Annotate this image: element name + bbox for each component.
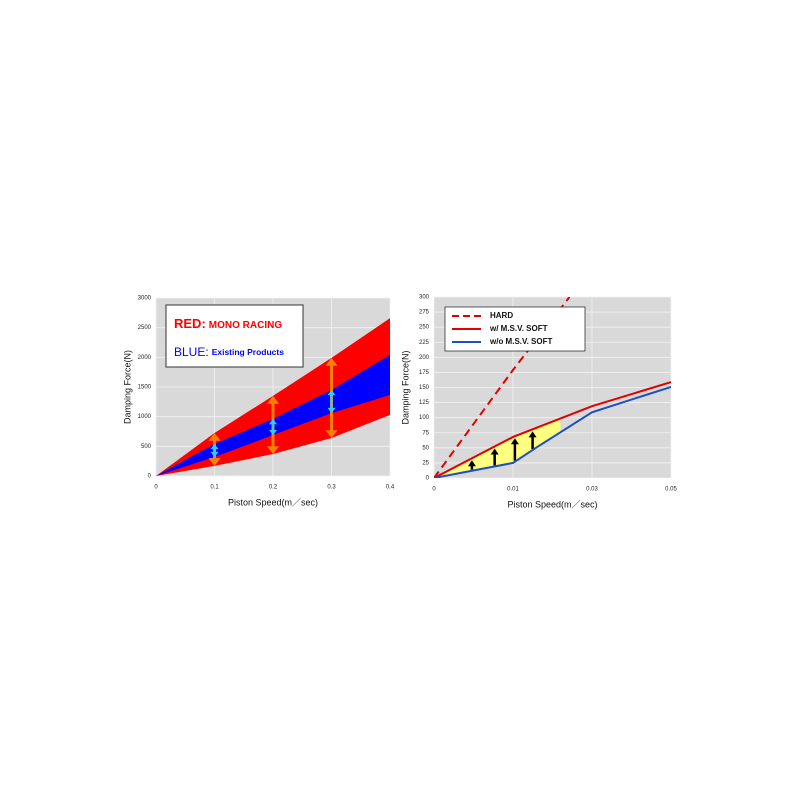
range-arrow bbox=[210, 443, 219, 458]
x-tick-label: 0.03 bbox=[586, 487, 598, 493]
y-tick-label: 1500 bbox=[138, 385, 152, 391]
arrow-head bbox=[467, 460, 476, 467]
y-tick-label: 150 bbox=[419, 385, 430, 391]
legend-label: w/ M.S.V. SOFT bbox=[489, 324, 548, 333]
legend-label: w/o M.S.V. SOFT bbox=[489, 337, 552, 346]
legend-entry: BLUE: Existing Products bbox=[174, 345, 284, 359]
legend-box bbox=[165, 304, 304, 368]
series-line bbox=[434, 381, 671, 478]
x-tick-label: 0.4 bbox=[386, 485, 395, 491]
x-axis-title: Piston Speed(m／sec) bbox=[228, 497, 318, 507]
legend-entry: RED: MONO RACING bbox=[174, 316, 282, 331]
y-tick-label: 50 bbox=[422, 445, 429, 451]
x-tick-label: 0.2 bbox=[269, 485, 278, 491]
x-tick-label: 0.01 bbox=[507, 487, 519, 493]
x-tick-label: 0 bbox=[154, 485, 158, 491]
y-tick-label: 25 bbox=[422, 460, 429, 466]
y-tick-label: 0 bbox=[148, 474, 152, 480]
arrow-head bbox=[528, 431, 537, 438]
y-tick-label: 2000 bbox=[138, 355, 152, 361]
arrow-head bbox=[510, 438, 519, 445]
y-tick-label: 300 bbox=[419, 295, 430, 301]
x-axis-title: Piston Speed(m／sec) bbox=[507, 499, 597, 509]
x-tick-label: 0.05 bbox=[665, 487, 677, 493]
x-tick-label: 0.1 bbox=[210, 485, 219, 491]
left-chart: 0 500 1000 1500 2000 2500 3000 0 0.1 0.2 0.3 0.4 Pis… bbox=[122, 296, 394, 508]
highlight-area bbox=[434, 418, 561, 478]
y-tick-label: 75 bbox=[422, 430, 429, 436]
range-arrow bbox=[327, 389, 336, 414]
y-axis-title: Damping Force(N) bbox=[400, 350, 410, 424]
legend-key: RED: bbox=[174, 316, 206, 331]
x-tick-label: 0 bbox=[432, 487, 436, 493]
y-tick-label: 3000 bbox=[138, 296, 152, 302]
y-tick-label: 0 bbox=[426, 476, 430, 482]
y-tick-label: 250 bbox=[419, 325, 430, 331]
legend-label: Existing Products bbox=[212, 347, 285, 357]
range-arrow bbox=[269, 419, 277, 436]
y-tick-label: 175 bbox=[419, 370, 430, 376]
x-tick-label: 0.3 bbox=[327, 485, 336, 491]
right-chart: 0 25 50 75 100 125 150 175 200 225 250 275 300 0 0.01 0… bbox=[400, 295, 677, 510]
y-tick-label: 200 bbox=[419, 355, 430, 361]
y-tick-label: 2500 bbox=[138, 325, 152, 331]
y-tick-label: 500 bbox=[141, 444, 152, 450]
legend-label: HARD bbox=[490, 311, 513, 320]
y-axis-title: Damping Force(N) bbox=[122, 350, 132, 424]
y-tick-label: 1000 bbox=[138, 414, 152, 420]
arrow-head bbox=[490, 448, 499, 455]
legend-key: BLUE: bbox=[174, 345, 209, 359]
y-tick-label: 225 bbox=[419, 340, 430, 346]
y-tick-label: 275 bbox=[419, 310, 430, 316]
y-tick-label: 100 bbox=[419, 415, 430, 421]
legend-label: MONO RACING bbox=[209, 320, 283, 331]
series-line bbox=[434, 385, 671, 478]
y-tick-label: 125 bbox=[419, 400, 430, 406]
